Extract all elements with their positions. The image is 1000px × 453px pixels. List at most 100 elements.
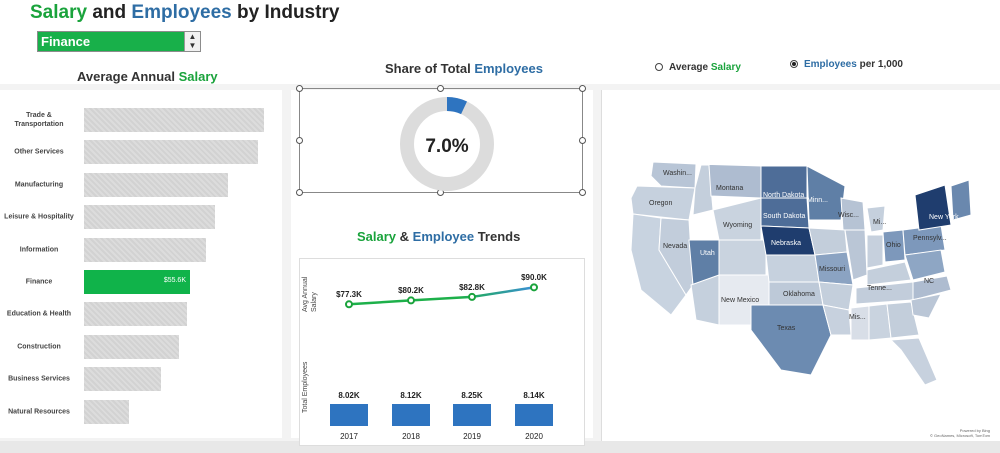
employee-bar[interactable] [453, 404, 491, 426]
share-panel-title: Share of Total Employees [385, 61, 543, 76]
state-virginia[interactable] [904, 249, 946, 281]
donut-share-arc [446, 97, 468, 115]
state-ohio[interactable] [882, 229, 906, 263]
state-kansas[interactable] [765, 254, 820, 283]
spinner-arrows-icon[interactable]: ▲ ▼ [184, 32, 200, 51]
state-north-carolina[interactable] [912, 275, 952, 301]
industry-dropdown[interactable]: Finance ▲ ▼ [37, 31, 201, 52]
salary-bar-row[interactable]: Business Services [0, 367, 282, 392]
resize-handle-bl[interactable] [296, 189, 303, 196]
salary-axis-label: Avg Annual Salary [302, 276, 318, 312]
salary-bar-row[interactable]: Natural Resources [0, 399, 282, 424]
employee-bar-label: 8.14K [523, 391, 545, 400]
salary-point-label: $77.3K [336, 290, 362, 300]
salary-panel-title-salary: Salary [178, 69, 218, 84]
state-label: Washin... [663, 170, 692, 177]
title-salary-word: Salary [30, 2, 88, 23]
resize-handle-br[interactable] [579, 189, 586, 196]
employee-bar[interactable] [392, 404, 430, 426]
radio-employees-per-1000[interactable]: Employees per 1,000 [790, 59, 903, 70]
industry-label: Leisure & Hospitality [0, 213, 78, 222]
title-and-word: and [87, 2, 132, 23]
state-label: Pennsylv... [913, 235, 947, 242]
state-label: Wyoming [723, 222, 752, 229]
salary-bar-row[interactable]: Information [0, 237, 282, 262]
radio-dot-selected-icon [790, 60, 798, 68]
state-label: Ohio [886, 242, 901, 249]
state-kentucky[interactable] [866, 261, 912, 286]
salary-point[interactable] [407, 296, 415, 305]
state-label: Nebraska [771, 240, 801, 247]
state-indiana[interactable] [866, 234, 884, 269]
resize-handle-ml[interactable] [296, 137, 303, 144]
salary-panel-title-prefix: Average Annual [77, 69, 179, 84]
state-mississippi[interactable] [850, 305, 870, 341]
salary-bar[interactable] [84, 205, 215, 230]
state-wyoming[interactable] [712, 197, 762, 241]
salary-bar[interactable] [84, 367, 161, 392]
salary-bar[interactable] [84, 334, 179, 359]
industry-label-line1: Natural Resources [8, 408, 70, 416]
salary-bar-row[interactable]: Construction [0, 334, 282, 359]
resize-handle-tl[interactable] [296, 85, 303, 92]
state-minnesota[interactable] [806, 165, 846, 221]
salary-bar[interactable] [84, 140, 258, 165]
state-south-carolina[interactable] [910, 293, 942, 319]
salary-bar[interactable] [84, 108, 264, 132]
state-new-england[interactable] [950, 179, 972, 221]
industry-label: Natural Resources [0, 407, 78, 416]
resize-handle-tr[interactable] [579, 85, 586, 92]
state-texas[interactable] [750, 304, 832, 376]
resize-handle-mr[interactable] [579, 137, 586, 144]
state-louisiana[interactable] [822, 304, 852, 336]
employee-bar[interactable] [330, 404, 368, 426]
salary-point[interactable] [468, 292, 476, 301]
salary-bar-row[interactable]: Trade & Transportation [0, 108, 282, 132]
salary-bar-row[interactable]: Education & Health [0, 302, 282, 327]
resize-handle-tc[interactable] [437, 85, 444, 92]
state-label: New York [929, 214, 959, 221]
state-montana[interactable] [695, 163, 762, 199]
share-panel-title-prefix: Share of Total [385, 61, 475, 76]
salary-bar[interactable] [84, 302, 187, 327]
state-label: Nevada [663, 243, 687, 250]
salary-bar-row[interactable]: Leisure & Hospitality [0, 205, 282, 230]
year-label: 2019 [463, 432, 481, 441]
salary-bar[interactable] [84, 172, 228, 197]
state-label: Minn... [807, 197, 828, 204]
state-georgia[interactable] [886, 301, 920, 339]
radio-average-salary-label-a: Average [669, 62, 711, 73]
industry-label: Finance [0, 278, 78, 287]
radio-average-salary[interactable]: Average Salary [655, 62, 741, 73]
industry-dropdown-value: Finance [41, 34, 91, 49]
salary-bar-selected[interactable]: $55.6K [84, 270, 190, 294]
salary-trend-line [345, 283, 538, 309]
employee-bar[interactable] [515, 404, 553, 426]
salary-point-label: $82.8K [459, 282, 485, 292]
salary-bar-row[interactable]: Other Services [0, 140, 282, 165]
industry-label-line1: Construction [17, 343, 61, 351]
title-suffix: by Industry [231, 2, 340, 23]
state-colorado[interactable] [718, 239, 767, 276]
salary-bar[interactable] [84, 237, 206, 262]
state-new-york[interactable] [914, 184, 952, 231]
industry-label-line1: Other Services [14, 148, 64, 156]
state-nevada[interactable] [658, 217, 694, 296]
radio-employees-label-b: per 1,000 [856, 59, 903, 70]
state-florida[interactable] [889, 337, 938, 386]
salary-bar-chart: Trade & Transportation Other Services Manuf… [0, 90, 282, 438]
salary-bar[interactable] [84, 399, 129, 424]
title-employees-word: Employees [131, 2, 232, 23]
salary-point[interactable] [345, 300, 353, 309]
salary-point[interactable] [530, 283, 538, 292]
state-label: NC [924, 278, 934, 285]
state-label: Wisc... [838, 212, 859, 219]
state-iowa[interactable] [808, 227, 848, 256]
salary-bar-row[interactable]: Finance $55.6K [0, 270, 282, 294]
industry-label-line1: Trade & [26, 112, 52, 119]
state-oregon[interactable] [630, 185, 696, 221]
state-label: Oklahoma [783, 291, 815, 298]
salary-bar-row[interactable]: Manufacturing [0, 172, 282, 197]
state-michigan[interactable] [866, 205, 886, 233]
industry-label-line1: Manufacturing [14, 181, 64, 189]
